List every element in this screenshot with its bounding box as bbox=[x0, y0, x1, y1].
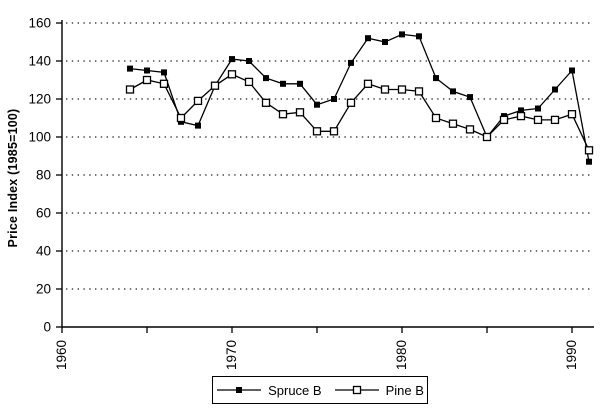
y-tick-label: 120 bbox=[28, 92, 51, 107]
y-tick-label: 0 bbox=[43, 320, 51, 335]
series-marker-pine-b bbox=[312, 127, 322, 136]
y-axis-title: Price Index (1985=100) bbox=[6, 108, 20, 248]
series-marker-pine-b bbox=[448, 119, 458, 128]
series-marker-pine-b bbox=[295, 108, 305, 117]
series-marker-pine-b bbox=[261, 98, 271, 107]
series-marker-pine-b bbox=[482, 132, 492, 142]
series-marker-pine-b bbox=[159, 79, 169, 88]
x-tick-label: 1980 bbox=[394, 340, 409, 370]
series-marker-spruce-b bbox=[365, 35, 371, 42]
series-marker-spruce-b bbox=[331, 96, 337, 102]
series-marker-pine-b bbox=[414, 87, 424, 96]
legend: Spruce B Pine B bbox=[212, 376, 428, 404]
series-marker-pine-b bbox=[244, 77, 254, 87]
series-marker-pine-b bbox=[567, 110, 577, 119]
series-marker-spruce-b bbox=[433, 75, 439, 82]
series-marker-spruce-b bbox=[144, 67, 150, 74]
series-marker-spruce-b bbox=[229, 56, 235, 63]
series-line-spruce-b bbox=[129, 33, 590, 162]
y-tick-label: 160 bbox=[28, 16, 51, 31]
series-marker-spruce-b bbox=[382, 39, 388, 45]
series-marker-pine-b bbox=[210, 81, 220, 90]
x-tick-label: 1970 bbox=[224, 340, 239, 370]
series-marker-spruce-b bbox=[416, 33, 422, 40]
series-marker-spruce-b bbox=[552, 86, 558, 93]
series-marker-spruce-b bbox=[280, 80, 286, 87]
series-marker-spruce-b bbox=[263, 75, 269, 82]
series-marker-pine-b bbox=[533, 115, 543, 125]
series-marker-spruce-b bbox=[161, 69, 167, 76]
series-marker-spruce-b bbox=[569, 67, 575, 74]
series-marker-pine-b bbox=[465, 125, 475, 134]
series-marker-pine-b bbox=[278, 110, 288, 119]
x-tick-label: 1990 bbox=[564, 340, 579, 370]
series-line-pine-b bbox=[129, 73, 590, 151]
series-marker-spruce-b bbox=[450, 88, 456, 95]
series-marker-pine-b bbox=[499, 115, 509, 125]
series-marker-spruce-b bbox=[314, 101, 320, 108]
series-marker-pine-b bbox=[380, 85, 390, 94]
series-marker-spruce-b bbox=[399, 31, 405, 38]
series-marker-pine-b bbox=[329, 127, 339, 136]
series-marker-spruce-b bbox=[586, 158, 592, 165]
x-tick-label: 1960 bbox=[54, 340, 69, 370]
legend-label-spruce-b: Spruce B bbox=[268, 382, 322, 398]
series-marker-pine-b bbox=[431, 113, 441, 123]
y-tick-label: 60 bbox=[36, 206, 51, 221]
series-marker-pine-b bbox=[142, 75, 152, 85]
y-tick-label: 40 bbox=[36, 244, 51, 259]
series-marker-pine-b bbox=[584, 146, 594, 155]
series-marker-spruce-b bbox=[246, 58, 252, 64]
series-marker-pine-b bbox=[193, 96, 203, 106]
series-marker-pine-b bbox=[397, 85, 407, 94]
series-marker-spruce-b bbox=[535, 105, 541, 112]
series-marker-spruce-b bbox=[348, 59, 354, 66]
y-tick-label: 140 bbox=[28, 54, 51, 69]
series-marker-spruce-b bbox=[518, 107, 524, 114]
series-marker-spruce-b bbox=[195, 122, 201, 129]
series-marker-spruce-b bbox=[297, 80, 303, 87]
y-tick-label: 100 bbox=[28, 130, 51, 145]
series-marker-pine-b bbox=[346, 98, 356, 107]
series-marker-pine-b bbox=[363, 79, 373, 88]
legend-item-spruce-b: Spruce B bbox=[216, 382, 322, 398]
series-marker-spruce-b bbox=[127, 65, 133, 72]
y-tick-label: 20 bbox=[36, 282, 51, 297]
series-marker-pine-b bbox=[516, 111, 526, 121]
series-marker-spruce-b bbox=[467, 94, 473, 101]
legend-item-pine-b: Pine B bbox=[334, 383, 424, 398]
series-marker-pine-b bbox=[550, 115, 560, 125]
spruce-b-marker-icon bbox=[217, 387, 262, 393]
pine-b-marker-icon bbox=[334, 385, 379, 395]
y-tick-label: 80 bbox=[36, 168, 51, 183]
series-marker-pine-b bbox=[227, 70, 237, 79]
series-marker-pine-b bbox=[176, 113, 186, 123]
legend-label-pine-b: Pine B bbox=[385, 382, 424, 398]
series-marker-pine-b bbox=[125, 85, 135, 94]
